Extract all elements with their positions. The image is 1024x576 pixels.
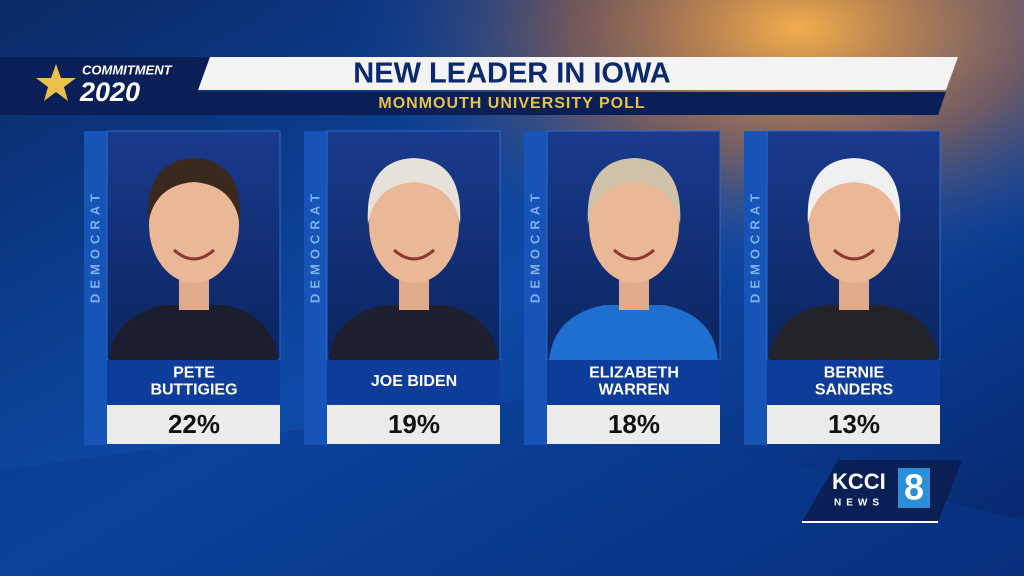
series-year: 2020 [79, 77, 140, 107]
photo-face [149, 167, 239, 283]
photo-face [369, 167, 459, 283]
candidate-name: WARREN [598, 382, 669, 399]
logo-channel: 8 [904, 467, 924, 508]
candidate-name: ELIZABETH [589, 365, 679, 382]
party-strip [84, 131, 107, 445]
series-label: COMMITMENT [82, 62, 173, 77]
photo-shoulders [329, 305, 498, 360]
name-box [547, 360, 720, 404]
title: NEW LEADER IN IOWA [353, 58, 670, 90]
photo-smile [612, 248, 656, 261]
candidate-name: JOE BIDEN [371, 373, 457, 390]
party-strip [304, 131, 327, 445]
poll-percent: 19% [388, 409, 440, 439]
photo-face [809, 167, 899, 283]
subtitle-bar [188, 92, 946, 115]
badge [0, 57, 210, 115]
party-strip [524, 131, 547, 445]
photo-face [589, 167, 679, 283]
photo-hair [147, 158, 241, 225]
party-label: DEMOCRAT [527, 189, 542, 303]
logo-network: NEWS [834, 498, 884, 509]
photo-smile [172, 248, 216, 261]
percent-box [547, 405, 720, 444]
poll-percent: 18% [608, 409, 660, 439]
logo-station: KCCI [832, 469, 886, 494]
candidate-name: PETE [173, 365, 215, 382]
poll-percent: 22% [168, 409, 220, 439]
logo-badge [898, 468, 930, 508]
party-label: DEMOCRAT [307, 189, 322, 303]
percent-box [767, 405, 940, 444]
photo-shoulders [769, 305, 938, 360]
party-label: DEMOCRAT [747, 189, 762, 303]
photo-hair [367, 158, 461, 225]
photo-smile [832, 248, 876, 261]
photo-smile [392, 248, 436, 261]
photo-shoulders [549, 305, 718, 360]
percent-box [327, 405, 500, 444]
photo-hair [807, 158, 901, 225]
photo-shoulders [109, 305, 278, 360]
name-box [107, 360, 280, 404]
party-label: DEMOCRAT [87, 189, 102, 303]
name-box [767, 360, 940, 404]
title-banner [198, 57, 958, 90]
candidate-name: SANDERS [815, 382, 894, 399]
star-icon [36, 64, 76, 101]
photo-hair [587, 158, 681, 225]
party-strip [744, 131, 767, 445]
candidate-name: BUTTIGIEG [150, 382, 237, 399]
poll-percent: 13% [828, 409, 880, 439]
name-box [327, 360, 500, 404]
percent-box [107, 405, 280, 444]
candidate-name: BERNIE [824, 365, 885, 382]
subtitle: MONMOUTH UNIVERSITY POLL [378, 95, 645, 112]
